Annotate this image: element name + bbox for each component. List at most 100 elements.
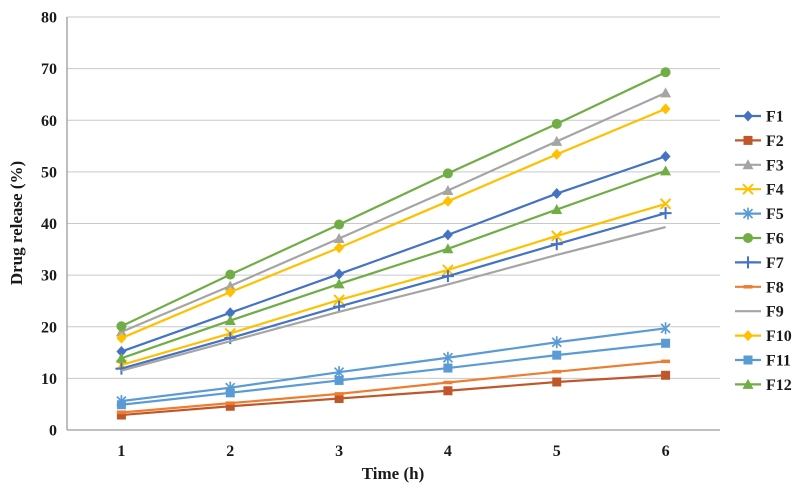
x-tick-label-3: 3: [335, 443, 343, 460]
legend-marker-F10: [743, 330, 753, 342]
legend-marker-F2: [743, 135, 753, 145]
legend-marker-F12-shape: [742, 378, 754, 389]
y-tick-label-50: 50: [41, 164, 57, 181]
legend-marker-F11: [743, 355, 753, 365]
data-point-F1-x2: [225, 307, 236, 319]
y-tick-label-40: 40: [41, 216, 57, 233]
legend-marker-F3: [742, 159, 754, 170]
data-point-F6-x3-shape: [334, 219, 345, 230]
legend-item-F2: F2: [735, 133, 784, 150]
legend-marker-F6-shape: [743, 233, 753, 243]
series-line-F6: [120, 71, 667, 328]
x-tick-label-4: 4: [444, 443, 452, 460]
legend-marker-F5-shape: [742, 207, 754, 220]
series-line-F8: [121, 360, 666, 414]
data-point-F11-x4: [443, 363, 453, 373]
series-F3: [115, 87, 672, 337]
data-point-F6-x5: [551, 118, 562, 129]
data-point-F12-x6-shape: [660, 165, 672, 176]
data-point-F6-x6-shape: [660, 67, 671, 78]
series-line-F11: [121, 342, 666, 406]
data-point-F7-x3: [333, 300, 346, 313]
data-point-F3-x2: [224, 280, 236, 291]
data-point-F4-x6: [659, 198, 672, 210]
legend-marker-F1: [743, 110, 753, 122]
data-point-F10-x6-shape: [660, 103, 671, 115]
series-layer: [115, 67, 672, 420]
legend-item-F8: F8: [735, 279, 784, 296]
x-axis-title: Time (h): [362, 464, 425, 483]
legend-marker-F11-shape: [743, 355, 753, 365]
data-point-F5-x6: [660, 322, 671, 335]
data-point-F4-x5-shape: [551, 230, 563, 242]
data-point-F10-x5: [551, 148, 562, 160]
series-F12: [115, 165, 672, 363]
data-point-F12-x4: [442, 243, 454, 254]
data-point-F7-x3-shape: [333, 300, 346, 313]
data-point-F2-x3: [334, 394, 344, 404]
x-tick-label-1: 1: [117, 443, 125, 460]
data-point-F2-x1-shape: [116, 410, 126, 420]
data-point-F10-x5-shape: [551, 148, 562, 160]
series-F11: [116, 338, 671, 410]
data-point-F1-x3-shape: [334, 268, 345, 280]
data-point-F1-x5: [551, 188, 562, 200]
data-point-F11-x5: [552, 350, 562, 360]
data-point-F5-x4: [442, 351, 454, 364]
series-line-F3: [120, 91, 667, 333]
x-tick-label-2: 2: [226, 443, 234, 460]
y-tick-label-60: 60: [41, 113, 57, 130]
series-line-F10: [120, 107, 667, 340]
y-axis-title: Drug release (%): [7, 161, 26, 285]
y-tick-label-80: 80: [41, 10, 57, 27]
data-point-F4-x5: [551, 230, 563, 242]
data-point-F2-x5: [552, 377, 562, 387]
legend-marker-F4-shape: [742, 183, 754, 195]
data-point-F1-x2-shape: [225, 307, 236, 319]
data-point-F3-x1-shape: [115, 326, 127, 337]
legend: F1 F2 F3 F4 F5 F6 F7 F8 F9 F10 F11 F12: [735, 109, 792, 394]
data-point-F1-x6-shape: [660, 150, 671, 162]
legend-marker-F12: [742, 378, 754, 389]
legend-item-F4: F4: [735, 182, 784, 199]
legend-marker-F5: [742, 207, 754, 220]
data-point-F4-x6-shape: [659, 198, 672, 210]
data-point-F12-x4-shape: [442, 243, 454, 254]
data-point-F2-x2-shape: [225, 401, 235, 411]
data-point-F2-x6-shape: [661, 370, 671, 380]
data-point-F12-x5: [551, 204, 563, 215]
legend-item-F5: F5: [735, 206, 784, 223]
tick-labels: 0 10 20 30 40 50 60 70 80 1 2 3 4 5 6: [41, 10, 670, 461]
series-F10: [116, 103, 671, 344]
axes: [66, 17, 720, 431]
data-point-F6-x4-shape: [442, 168, 453, 179]
data-point-F11-x2: [225, 388, 235, 398]
series-F8: [116, 359, 671, 415]
data-point-F6-x1: [116, 321, 127, 332]
data-point-F6-x1-shape: [116, 321, 127, 332]
data-point-F7-x5-shape: [550, 238, 563, 251]
data-point-F2-x2: [225, 401, 235, 411]
data-point-F3-x1: [115, 326, 127, 337]
data-point-F3-x4: [442, 184, 454, 195]
legend-label-F5: F5: [766, 206, 784, 223]
y-tick-label-10: 10: [41, 371, 57, 388]
data-point-F10-x6: [660, 103, 671, 115]
legend-item-F11: F11: [735, 353, 791, 370]
legend-label-F8: F8: [766, 279, 784, 296]
data-point-F12-x5-shape: [551, 204, 563, 215]
series-F2: [116, 370, 671, 420]
data-point-F12-x2: [224, 315, 236, 326]
data-point-F2-x1: [116, 410, 126, 420]
data-point-F3-x6: [660, 87, 672, 98]
legend-marker-F7: [742, 256, 754, 269]
legend-marker-F4: [742, 183, 754, 195]
data-point-F10-x2: [225, 286, 236, 298]
x-tick-label-5: 5: [553, 443, 561, 460]
legend-label-F9: F9: [766, 304, 784, 321]
legend-marker-F3-shape: [742, 159, 754, 170]
data-point-F7-x6: [659, 207, 672, 220]
data-point-F1-x6: [660, 150, 671, 162]
data-point-F1-x4-shape: [442, 229, 453, 241]
